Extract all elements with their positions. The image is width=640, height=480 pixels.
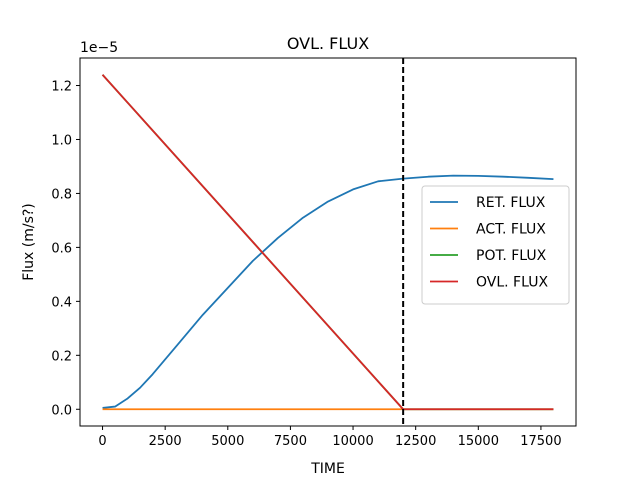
y-offset-label: 1e−5 bbox=[80, 40, 118, 56]
y-tick-label: 0.6 bbox=[51, 241, 72, 256]
legend-label: POT. FLUX bbox=[476, 248, 547, 264]
y-tick-label: 0.0 bbox=[51, 403, 72, 418]
x-axis-label: TIME bbox=[310, 461, 345, 477]
x-tick-label: 17500 bbox=[520, 434, 561, 449]
x-tick-label: 0 bbox=[98, 434, 106, 449]
legend-label: OVL. FLUX bbox=[476, 275, 548, 291]
x-tick-label: 12500 bbox=[395, 434, 436, 449]
y-tick-label: 1.0 bbox=[51, 133, 72, 148]
series-line-ret-flux bbox=[102, 174, 554, 409]
y-axis-label: Flux (m/s?) bbox=[21, 203, 37, 281]
x-ticks: 0 2500 5000 7500 10000 12500 15000 17500 bbox=[98, 426, 562, 449]
chart-title: OVL. FLUX bbox=[287, 34, 369, 53]
x-tick-label: 5000 bbox=[211, 434, 244, 449]
legend-label: RET. FLUX bbox=[476, 195, 546, 211]
y-tick-label: 0.8 bbox=[51, 187, 72, 202]
legend-label: ACT. FLUX bbox=[476, 222, 546, 238]
x-tick-label: 10000 bbox=[332, 434, 373, 449]
x-tick-label: 15000 bbox=[458, 434, 499, 449]
legend-box bbox=[421, 185, 570, 305]
legend: RET. FLUX ACT. FLUX POT. FLUX OVL. FLUX bbox=[421, 185, 570, 305]
y-tick-label: 0.2 bbox=[51, 349, 72, 364]
y-tick-label: 0.4 bbox=[51, 295, 72, 310]
x-tick-label: 7500 bbox=[274, 434, 307, 449]
y-ticks: 0.0 0.2 0.4 0.6 0.8 1.0 1.2 bbox=[51, 80, 80, 418]
y-tick-label: 1.2 bbox=[51, 80, 72, 95]
plot-frame bbox=[79, 57, 577, 427]
x-tick-label: 2500 bbox=[149, 434, 182, 449]
